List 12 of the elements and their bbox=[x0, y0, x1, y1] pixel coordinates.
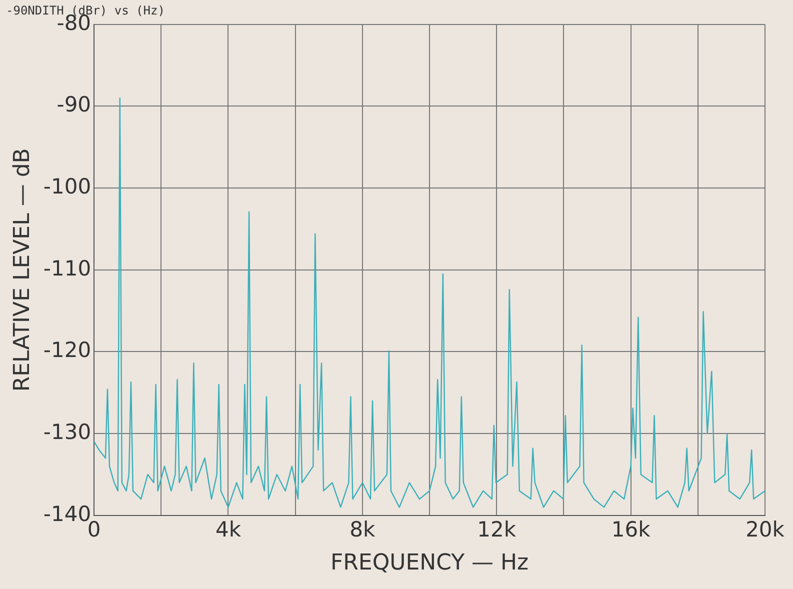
x-tick-label: 20k bbox=[746, 517, 786, 542]
y-tick-label: -110 bbox=[43, 256, 92, 280]
x-tick-label: 8k bbox=[350, 517, 376, 542]
y-axis-title: RELATIVE LEVEL — dB bbox=[10, 148, 35, 392]
x-tick-label: 12k bbox=[477, 517, 517, 542]
y-tick-label: -100 bbox=[43, 174, 92, 199]
y-tick-label: -120 bbox=[43, 338, 92, 362]
x-axis-title: FREQUENCY — Hz bbox=[330, 550, 529, 576]
x-tick-label: 4k bbox=[215, 517, 242, 542]
y-tick-label: -130 bbox=[43, 420, 92, 444]
y-tick-label: -90 bbox=[56, 92, 92, 117]
x-tick-label: 16k bbox=[611, 517, 652, 542]
